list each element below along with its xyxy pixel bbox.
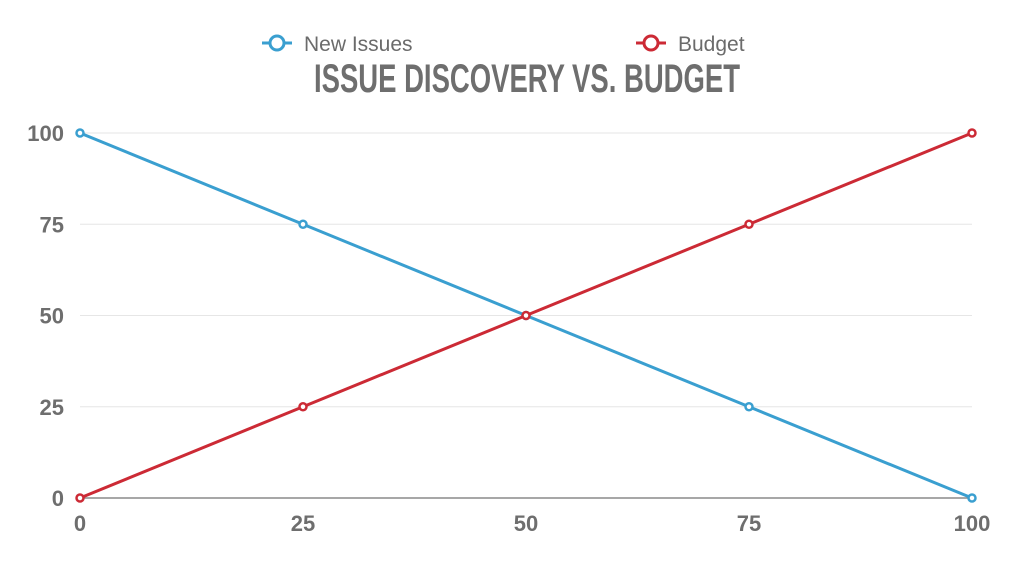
series-budget bbox=[75, 128, 977, 503]
x-tick-label: 75 bbox=[737, 511, 761, 536]
data-point-budget bbox=[967, 128, 977, 138]
y-axis-ticks: 0 25 50 75 100 bbox=[27, 121, 64, 511]
data-point-new-issues bbox=[744, 402, 754, 412]
x-tick-label: 50 bbox=[514, 511, 538, 536]
data-point-new-issues bbox=[967, 493, 977, 503]
y-tick-label: 25 bbox=[40, 395, 64, 420]
data-point-new-issues bbox=[75, 128, 85, 138]
y-tick-label: 75 bbox=[40, 212, 64, 237]
legend-item-budget: Budget bbox=[636, 33, 745, 56]
y-tick-label: 100 bbox=[27, 121, 64, 146]
gridlines bbox=[80, 132, 972, 408]
data-point-new-issues bbox=[298, 219, 308, 229]
y-tick-label: 50 bbox=[40, 304, 64, 329]
x-tick-label: 25 bbox=[291, 511, 315, 536]
data-point-budget bbox=[744, 219, 754, 229]
data-point-budget bbox=[75, 493, 85, 503]
chart-title: ISSUE DISCOVERY VS. BUDGET bbox=[314, 57, 740, 101]
series-group bbox=[75, 128, 977, 503]
data-point-budget bbox=[298, 402, 308, 412]
y-tick-label: 0 bbox=[52, 486, 64, 511]
legend-item-new-issues: New Issues bbox=[262, 33, 413, 56]
legend: New Issues Budget bbox=[262, 33, 745, 56]
legend-label: Budget bbox=[678, 33, 745, 56]
x-axis-ticks: 0 25 50 75 100 bbox=[74, 511, 990, 536]
legend-marker-icon bbox=[642, 34, 660, 52]
legend-label: New Issues bbox=[304, 33, 413, 56]
x-tick-label: 0 bbox=[74, 511, 86, 536]
x-tick-label: 100 bbox=[954, 511, 991, 536]
legend-marker-icon bbox=[268, 34, 286, 52]
data-point-budget bbox=[521, 310, 531, 321]
